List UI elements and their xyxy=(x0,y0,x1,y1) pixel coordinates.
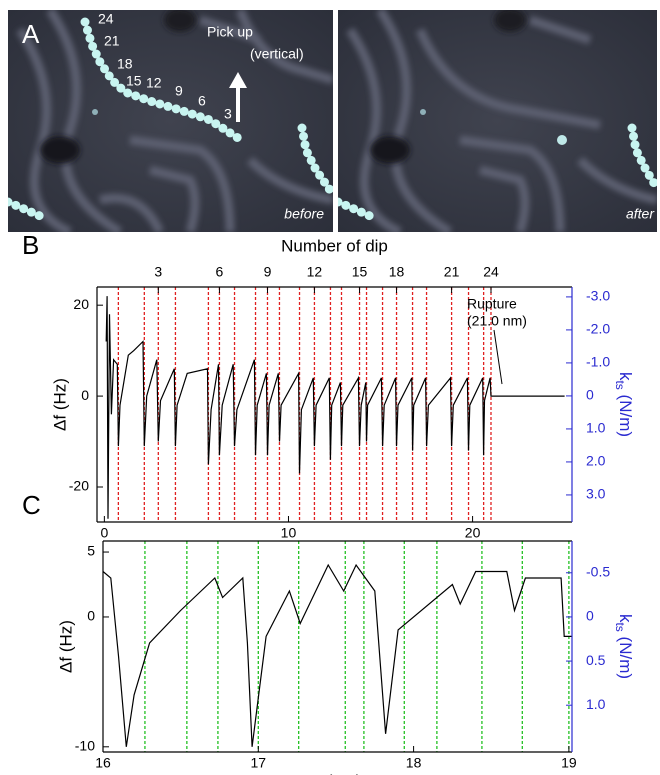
panel-label: B xyxy=(22,230,39,260)
annotation: (vertical) xyxy=(250,46,304,62)
x-tick-label: 18 xyxy=(406,755,422,771)
data-line xyxy=(102,563,572,747)
x-tick-label: 17 xyxy=(251,755,267,771)
y2-tick-label: 1.0 xyxy=(586,420,606,436)
y2-tick-label: -3.0 xyxy=(586,288,610,304)
y2-label-unit: (N/m) xyxy=(616,390,635,437)
y2-label-sub: ts xyxy=(613,380,627,389)
dip-number: 9 xyxy=(175,83,183,99)
y2-axis-label: kts (N/m) xyxy=(613,614,635,679)
stm-image-before xyxy=(8,10,333,232)
x2-tick-label: 6 xyxy=(216,264,224,280)
dip-number: 21 xyxy=(104,33,120,49)
y2-tick-label: -2.0 xyxy=(586,321,610,337)
data-line xyxy=(105,296,565,519)
image-caption: before xyxy=(284,206,324,222)
x-tick-label: 0 xyxy=(100,525,108,541)
y2-axis-label: kts (N/m) xyxy=(613,372,635,437)
dip-number: 24 xyxy=(98,11,114,27)
x-axis-label: z (nm) xyxy=(313,771,361,775)
x2-tick-label: 24 xyxy=(483,264,499,280)
x2-tick-label: 12 xyxy=(307,264,323,280)
y-tick-label: 0 xyxy=(81,387,89,403)
y2-label-unit: (N/m) xyxy=(616,632,635,679)
arrow-head xyxy=(229,72,247,88)
y2-tick-label: 0 xyxy=(586,608,594,624)
y2-label-main: k xyxy=(616,614,635,623)
panel-label: C xyxy=(22,490,41,520)
y2-tick-label: 1.0 xyxy=(586,696,606,712)
dip-number: 15 xyxy=(126,73,142,89)
annotation: Pick up xyxy=(207,24,253,40)
y2-tick-label: -0.5 xyxy=(586,563,610,579)
dip-number: 18 xyxy=(117,56,133,72)
y2-label-main: k xyxy=(616,372,635,381)
y-tick-label: -10 xyxy=(75,738,95,754)
y-tick-label: 20 xyxy=(73,296,89,312)
annotation-leader xyxy=(493,329,503,385)
x-tick-label: 19 xyxy=(561,755,577,771)
annotation: Rupture xyxy=(467,296,517,312)
x-tick-label: 20 xyxy=(465,525,481,541)
x2-tick-label: 15 xyxy=(352,264,368,280)
annotation: (21.0 nm) xyxy=(467,313,527,329)
y2-tick-label: 0 xyxy=(586,387,594,403)
y-tick-label: -20 xyxy=(69,478,89,494)
x-tick-label: 16 xyxy=(95,755,111,771)
x-tick-label: 10 xyxy=(281,525,297,541)
y-axis-label: Δf (Hz) xyxy=(50,378,69,431)
stm-image-after xyxy=(338,10,657,232)
x2-tick-label: 18 xyxy=(389,264,405,280)
y2-tick-label: 3.0 xyxy=(586,486,606,502)
panel-label: A xyxy=(22,19,40,49)
x2-tick-label: 21 xyxy=(444,264,460,280)
y2-tick-label: -1.0 xyxy=(586,354,610,370)
dip-number: 3 xyxy=(224,106,232,122)
y-axis-label: Δf (Hz) xyxy=(56,620,75,673)
y2-tick-label: 0.5 xyxy=(586,652,606,668)
x2-tick-label: 9 xyxy=(264,264,272,280)
dip-number: 6 xyxy=(198,93,206,109)
dip-number: 12 xyxy=(146,75,162,91)
y-tick-label: 5 xyxy=(87,543,95,559)
y2-label-sub: ts xyxy=(613,622,627,631)
x2-axis-label: Number of dip xyxy=(281,236,388,255)
y-tick-label: 0 xyxy=(87,608,95,624)
x2-tick-label: 3 xyxy=(154,264,162,280)
image-caption: after xyxy=(626,206,655,222)
y2-tick-label: 2.0 xyxy=(586,453,606,469)
